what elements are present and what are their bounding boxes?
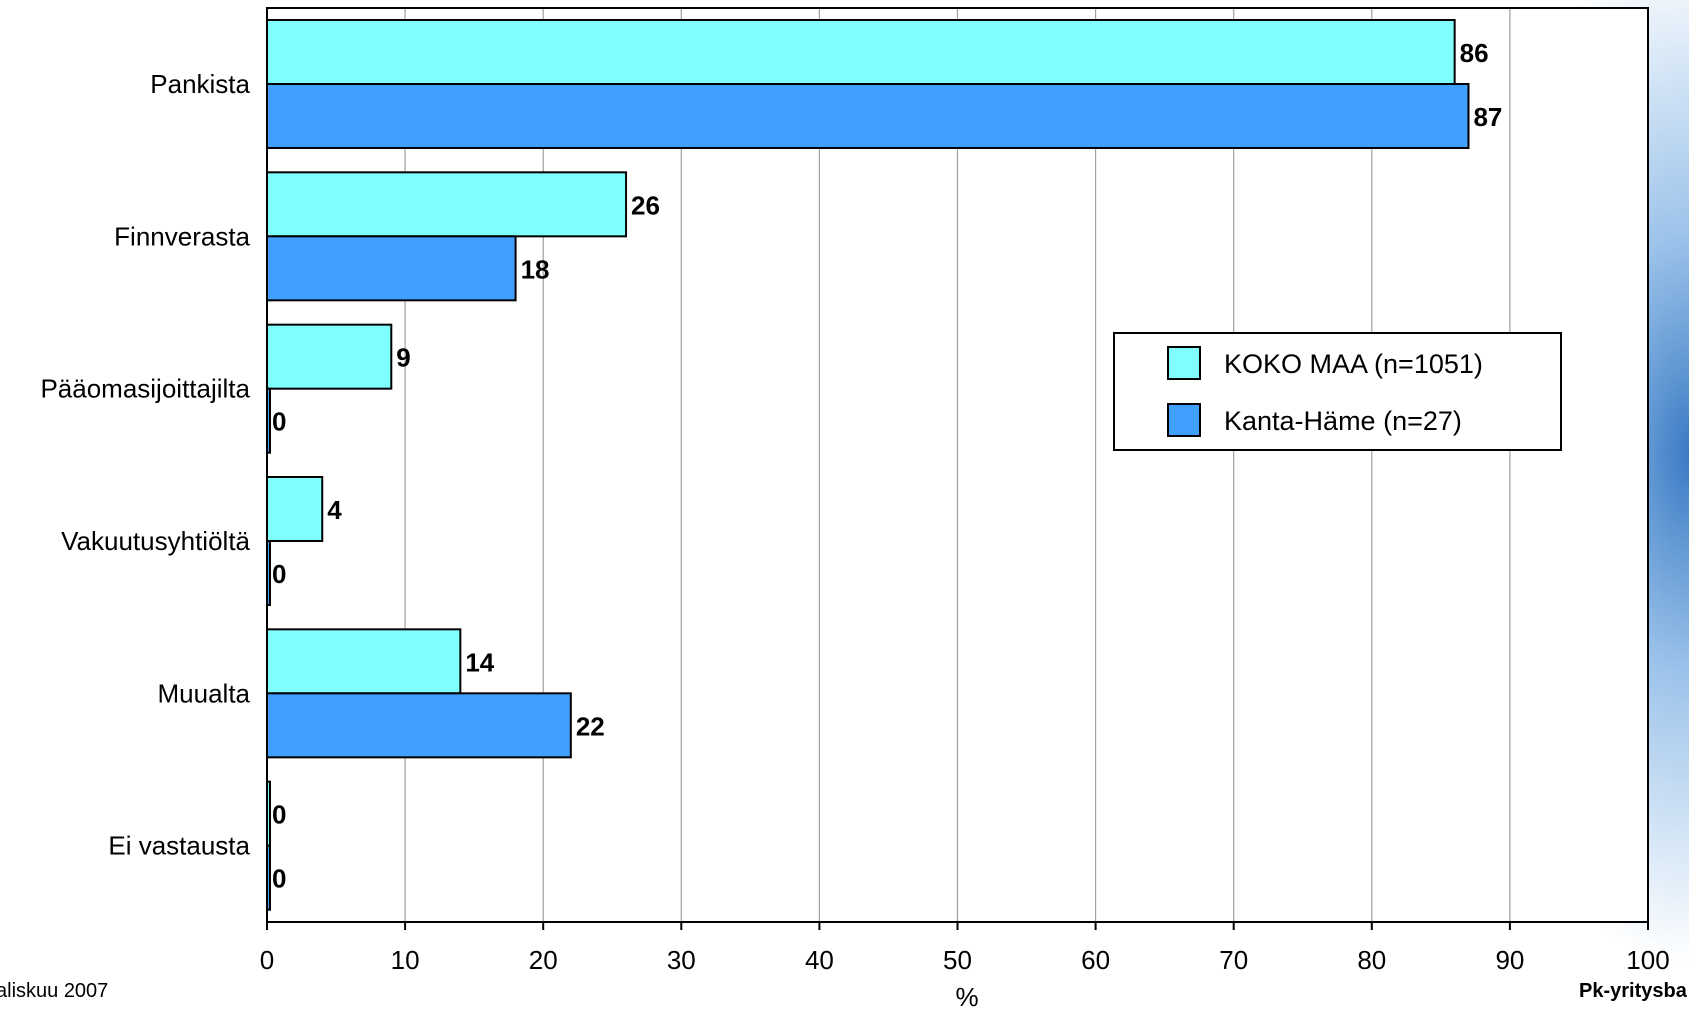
value-label-ei-vastausta-kanta-hame: 0: [272, 864, 286, 894]
tick-label-40: 40: [805, 945, 834, 975]
value-label-paaomasijoittajilta-kanta-hame: 0: [272, 407, 286, 437]
tick-label-10: 10: [391, 945, 420, 975]
bar-pankista-kanta-hame: [266, 83, 1470, 149]
data-labels: 86 87 26 18 9 0 4 0 14 22 0 0: [272, 38, 1502, 894]
legend-label-koko-maa: KOKO MAA (n=1051): [1224, 349, 1483, 379]
category-label-paaomasijoittajilta: Pääomasijoittajilta: [40, 374, 250, 404]
bar-finnverasta-kanta-hame: [266, 235, 517, 302]
category-label-finnverasta: Finnverasta: [114, 221, 250, 251]
tick-label-30: 30: [667, 945, 696, 975]
x-axis-ticks: 0 10 20 30 40 50 60 70 80 90 100: [260, 922, 1670, 975]
category-label-pankista: Pankista: [150, 69, 250, 99]
footer-source: Pk-yritysba: [1579, 980, 1687, 1002]
bar-muualta-kanta-hame: [266, 692, 572, 759]
value-label-vakuutusyhtiolta-koko-maa: 4: [327, 495, 342, 525]
value-label-pankista-koko-maa: 86: [1460, 38, 1489, 68]
x-axis-label: %: [955, 982, 978, 1009]
bar-finnverasta-koko-maa: [266, 171, 628, 238]
category-label-ei-vastausta: Ei vastausta: [108, 831, 250, 861]
legend-label-kanta-hame: Kanta-Häme (n=27): [1224, 406, 1462, 436]
tick-label-60: 60: [1081, 945, 1110, 975]
bar-pankista-koko-maa: [266, 19, 1456, 85]
legend-swatch-koko-maa: [1167, 346, 1201, 380]
grid-lines: [404, 8, 1511, 922]
bar-vakuutusyhtiolta-koko-maa: [266, 476, 324, 542]
legend: KOKO MAA (n=1051) Kanta-Häme (n=27): [1113, 332, 1562, 451]
category-label-muualta: Muualta: [158, 678, 251, 708]
category-label-vakuutusyhtiolta: Vakuutusyhtiöltä: [61, 526, 250, 556]
tick-label-20: 20: [529, 945, 558, 975]
legend-swatch-kanta-hame: [1167, 403, 1201, 437]
bars: [266, 19, 1470, 911]
value-label-pankista-kanta-hame: 87: [1473, 102, 1502, 132]
value-label-muualta-koko-maa: 14: [465, 647, 494, 677]
value-label-paaomasijoittajilta-koko-maa: 9: [396, 343, 410, 373]
bar-paaomasijoittajilta-koko-maa: [266, 323, 393, 390]
plot-border: [266, 7, 1649, 923]
tick-label-0: 0: [260, 945, 274, 975]
value-label-finnverasta-koko-maa: 26: [631, 190, 660, 220]
category-labels: Pankista Finnverasta Pääomasijoittajilta Va…: [40, 69, 250, 861]
value-label-ei-vastausta-koko-maa: 0: [272, 800, 286, 830]
bar-muualta-koko-maa: [266, 628, 462, 695]
value-label-finnverasta-kanta-hame: 18: [521, 254, 550, 284]
value-label-vakuutusyhtiolta-kanta-hame: 0: [272, 559, 286, 589]
footer-date: aliskuu 2007: [0, 980, 109, 1002]
value-label-muualta-kanta-hame: 22: [576, 711, 605, 741]
tick-label-50: 50: [943, 945, 972, 975]
tick-label-90: 90: [1495, 945, 1524, 975]
tick-label-70: 70: [1219, 945, 1248, 975]
tick-label-80: 80: [1357, 945, 1386, 975]
tick-label-100: 100: [1626, 945, 1669, 975]
